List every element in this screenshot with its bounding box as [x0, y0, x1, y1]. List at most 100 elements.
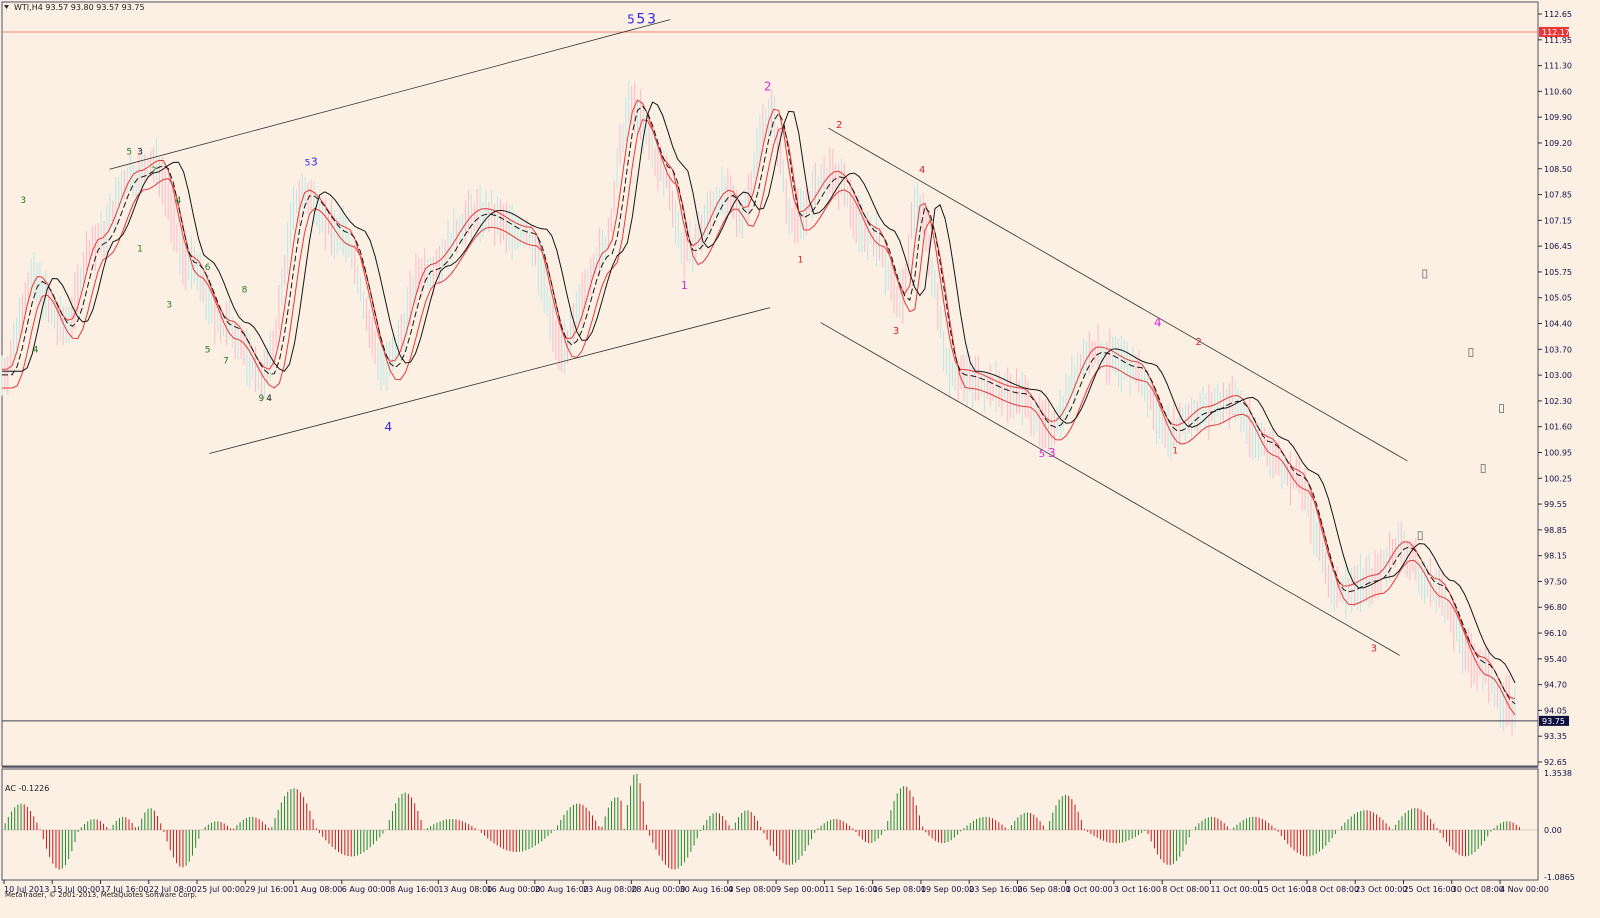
x-tick-label: 10 Jul 2013 — [4, 885, 49, 894]
y-tick-label: 95.40 — [1544, 655, 1567, 664]
ma-slow-black-line — [2, 101, 1516, 684]
trend-channel-line[interactable] — [209, 307, 771, 454]
y-tick-label: 105.05 — [1544, 294, 1572, 303]
wave-count-label: 6 — [205, 263, 211, 273]
wave-count-label: 4 — [384, 420, 392, 434]
x-tick-label: 6 Aug 00:00 — [342, 885, 391, 894]
wave-count-label: 5 — [1039, 449, 1045, 460]
copyright-text: MetaTrader, © 2001-2013, MetaQuotes Soft… — [5, 891, 197, 899]
price-tag-box — [1539, 26, 1569, 37]
wave-count-label: 2 — [151, 166, 157, 176]
y-tick-label: 94.05 — [1544, 706, 1567, 715]
chart-menu-arrow-icon[interactable] — [4, 5, 9, 9]
x-tick-label: 23 Sep 16:00 — [969, 885, 1022, 894]
y-tick-label: 99.55 — [1544, 500, 1567, 509]
x-tick-label: 30 Oct 08:00 — [1452, 885, 1504, 894]
y-tick-label: 96.80 — [1544, 603, 1567, 612]
x-tick-label: 15 Jul 00:00 — [52, 885, 100, 894]
ac-y-tick-label: -1.0865 — [1544, 873, 1575, 882]
x-tick-label: 29 Jul 16:00 — [245, 885, 293, 894]
y-tick-label: 111.30 — [1544, 62, 1572, 71]
x-tick-label: 16 Sep 08:00 — [873, 885, 926, 894]
y-tick-label: 97.50 — [1544, 577, 1567, 586]
x-tick-label: 11 Sep 16:00 — [824, 885, 877, 894]
ac-plot-frame — [1, 768, 1539, 881]
wave-count-label: 7 — [223, 357, 229, 367]
wave-count-label: 2 — [836, 120, 842, 131]
x-tick-label: 15 Oct 16:00 — [1259, 885, 1311, 894]
y-tick-label: 106.45 — [1544, 242, 1572, 251]
y-tick-label: 102.30 — [1544, 397, 1572, 406]
y-tick-label: 105.75 — [1544, 268, 1572, 277]
x-tick-label: 13 Aug 08:00 — [438, 885, 492, 894]
x-tick-label: 23 Aug 08:00 — [583, 885, 637, 894]
object-marker[interactable] — [1468, 348, 1474, 357]
y-tick-label: 100.25 — [1544, 474, 1572, 483]
wave-count-label: 1 — [681, 279, 688, 292]
price-tag-box — [1539, 715, 1569, 726]
ma-dashed-line — [2, 105, 1516, 705]
wave-count-label: 4 — [33, 345, 39, 355]
y-tick-label: 94.70 — [1544, 681, 1567, 690]
x-tick-label: 1 Aug 08:00 — [294, 885, 343, 894]
y-tick-label: 107.85 — [1544, 191, 1572, 200]
wave-count-label: 3 — [20, 196, 26, 206]
y-tick-label: 110.60 — [1544, 87, 1572, 96]
wave-count-label: 8 — [242, 286, 248, 296]
x-tick-label: 17 Jul 16:00 — [101, 885, 149, 894]
ac-indicator-title: AC -0.1226 — [5, 784, 49, 793]
y-tick-label: 98.85 — [1544, 526, 1567, 535]
wave-count-label: 4 — [176, 196, 182, 206]
wave-count-label: 1 — [798, 256, 804, 266]
price-tag-label: 93.75 — [1542, 717, 1565, 726]
wave-count-label: 5 — [627, 12, 635, 26]
wave-count-label: 4 — [266, 394, 272, 404]
y-tick-label: 98.15 — [1544, 552, 1567, 561]
wave-count-label: 9 — [259, 394, 265, 404]
object-marker[interactable] — [1422, 269, 1428, 279]
wave-count-label: 3 — [893, 326, 899, 337]
x-tick-label: 23 Oct 00:00 — [1355, 885, 1407, 894]
y-tick-label: 101.60 — [1544, 423, 1572, 432]
x-tick-label: 22 Jul 08:00 — [149, 885, 197, 894]
wave-count-label: 3 — [647, 11, 656, 27]
x-tick-label: 1 Oct 00:00 — [1066, 885, 1113, 894]
object-marker[interactable] — [1480, 464, 1486, 473]
trend-channel-line[interactable] — [828, 127, 1408, 462]
x-tick-label: 8 Oct 08:00 — [1162, 885, 1209, 894]
wave-count-label: 5 — [205, 345, 211, 355]
x-tick-label: 9 Sep 00:00 — [776, 885, 824, 894]
trend-channel-line[interactable] — [820, 322, 1400, 656]
x-tick-label: 30 Aug 16:00 — [680, 885, 734, 894]
y-tick-label: 111.95 — [1544, 36, 1572, 45]
wave-count-label: 5 — [636, 11, 645, 27]
x-tick-label: 25 Oct 16:00 — [1403, 885, 1455, 894]
y-tick-label: 107.15 — [1544, 216, 1572, 225]
x-tick-label: 11 Oct 00:00 — [1210, 885, 1262, 894]
wave-count-label: 2 — [764, 80, 772, 94]
wave-count-label: 3 — [137, 147, 143, 157]
x-tick-label: 25 Jul 00:00 — [197, 885, 245, 894]
y-tick-label: 103.00 — [1544, 371, 1572, 380]
wave-count-label: 5 — [126, 147, 132, 157]
price-tag-label: 112.17 — [1542, 28, 1570, 37]
y-tick-label: 103.70 — [1544, 345, 1572, 354]
ma-red-line — [2, 119, 1516, 716]
chart-header-readout: WTI,H4 93.57 93.80 93.57 93.75 — [14, 3, 145, 12]
y-tick-label: 109.90 — [1544, 113, 1572, 122]
x-tick-label: 3 Oct 16:00 — [1114, 885, 1161, 894]
y-tick-label: 112.65 — [1544, 10, 1572, 19]
object-marker[interactable] — [1499, 404, 1504, 413]
x-tick-label: 18 Oct 08:00 — [1307, 885, 1359, 894]
x-tick-label: 19 Sep 00:00 — [921, 885, 974, 894]
wave-count-label: 3 — [1371, 644, 1377, 655]
wave-count-label: 3 — [311, 155, 318, 168]
trend-channel-line[interactable] — [109, 19, 671, 170]
y-tick-label: 96.10 — [1544, 629, 1567, 638]
wave-count-label: 2 — [1195, 337, 1201, 348]
object-marker[interactable] — [1417, 531, 1423, 541]
ac-y-tick-label: 1.3538 — [1544, 769, 1572, 778]
